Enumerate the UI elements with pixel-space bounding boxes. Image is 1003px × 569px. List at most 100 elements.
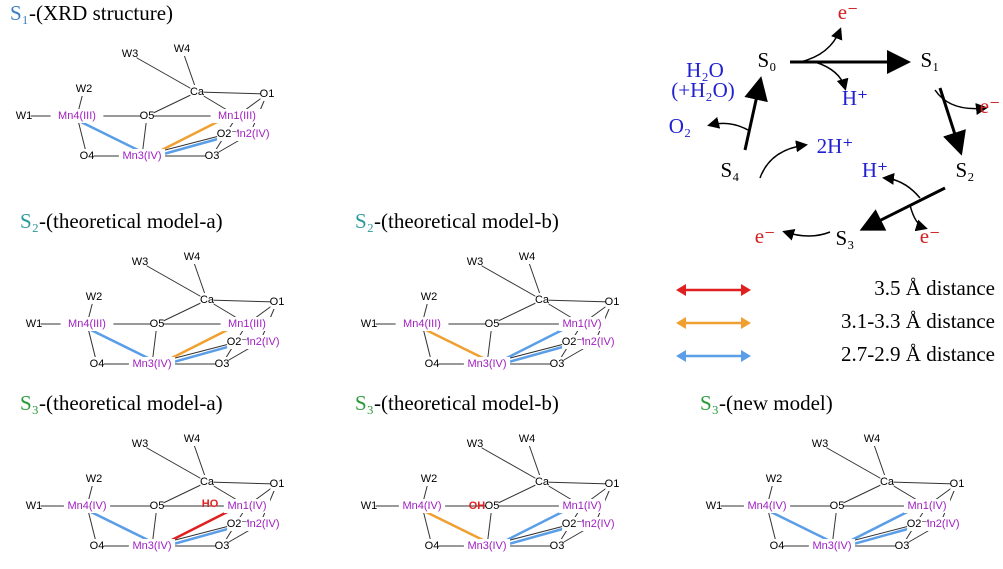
atom-label: W2 <box>76 83 93 95</box>
model-label: -(theoretical model-b) <box>374 391 559 415</box>
atom-label: O1 <box>270 296 285 308</box>
atom-label: Mn4(IV) <box>402 500 441 512</box>
atom-label: W1 <box>26 500 43 512</box>
atom-label: Mn1(IV) <box>562 500 601 512</box>
cycle-label: e⁻ <box>980 94 1000 118</box>
atom-label: Mn3(IV) <box>132 540 171 552</box>
atom-label: O1 <box>605 478 620 490</box>
atom-label: O2⁻ <box>227 518 248 530</box>
atom-label: Mn1(IV) <box>227 500 266 512</box>
bond <box>542 300 612 302</box>
atom-label: O1 <box>270 478 285 490</box>
atom-label: O2⁻ <box>562 518 583 530</box>
panel-title: S₂-(theoretical model-a) <box>20 209 223 233</box>
figure: S₁-(XRD structure) W1 W2 W3 W4 Mn4(III) Mn1(II… <box>0 0 1003 569</box>
state-label: S₃ <box>700 391 719 415</box>
atom-label: O2⁻ <box>562 336 583 348</box>
atom-label: W3 <box>132 438 149 450</box>
atom-label: W4 <box>184 433 201 445</box>
atom-label: Mn3(IV) <box>812 540 851 552</box>
atom-label: O5 <box>830 500 845 512</box>
cycle-state: S₀ <box>757 48 776 72</box>
atom-label: Mn1(IV) <box>562 318 601 330</box>
atom-label: O3 <box>215 358 230 370</box>
atom-label: W2 <box>86 473 103 485</box>
bond <box>820 444 887 482</box>
cycle-state: S₁ <box>920 48 939 72</box>
state-label: S₃ <box>20 391 39 415</box>
state-label: S₃ <box>355 391 374 415</box>
atom-label: W1 <box>361 318 378 330</box>
atom-label: O4 <box>425 540 440 552</box>
atom-label: Mn1(III) <box>228 318 266 330</box>
atom-label: Ca <box>200 294 215 306</box>
atom-label: W2 <box>766 473 783 485</box>
atom-label: O5 <box>485 318 500 330</box>
cycle-state: S₂ <box>955 158 974 182</box>
atom-label: O3 <box>205 150 220 162</box>
atom-label: Mn4(III) <box>403 318 441 330</box>
atom-label: O2⁻ <box>217 128 238 140</box>
legend-label: 3.1-3.3 Å distance <box>841 309 995 333</box>
cycle-state: S₄ <box>720 158 739 182</box>
atom-label: Ca <box>535 294 550 306</box>
atom-label: W4 <box>174 43 191 55</box>
bond <box>207 300 277 302</box>
cycle-label: H⁺ <box>862 158 888 182</box>
atom-label: O3 <box>215 540 230 552</box>
atom-label: W3 <box>812 438 829 450</box>
atom-label: Mn4(III) <box>58 110 96 122</box>
panel-title: S₂-(theoretical model-b) <box>355 209 559 233</box>
atom-label: O1 <box>605 296 620 308</box>
extra-label: HO <box>202 498 219 510</box>
panel-title: S₃-(new model) <box>700 391 833 415</box>
atom-label: Ca <box>200 476 215 488</box>
atom-label: O4 <box>425 358 440 370</box>
state-label: S₁ <box>10 1 29 25</box>
atom-label: O2⁻ <box>227 336 248 348</box>
atom-label: Mn4(IV) <box>67 500 106 512</box>
atom-label: O3 <box>550 358 565 370</box>
atom-label: W4 <box>184 251 201 263</box>
atom-label: W1 <box>706 500 723 512</box>
atom-label: W3 <box>467 438 484 450</box>
atom-label: Mn3(IV) <box>122 150 161 162</box>
model-label: -(theoretical model-a) <box>39 209 223 233</box>
cycle-label: 2H⁺ <box>817 134 854 158</box>
cycle-state: S₃ <box>835 226 854 250</box>
cycle-label: (+H₂O) <box>671 78 734 102</box>
atom-label: W4 <box>519 251 536 263</box>
atom-label: O4 <box>80 150 95 162</box>
cycle-label: O₂ <box>669 114 692 138</box>
model-label: -(theoretical model-a) <box>39 391 223 415</box>
cycle-label: H⁺ <box>842 86 868 110</box>
atom-label: W3 <box>132 256 149 268</box>
atom-label: W2 <box>421 473 438 485</box>
cycle-label: e⁻ <box>920 224 940 248</box>
atom-label: O4 <box>90 540 105 552</box>
atom-label: O1 <box>950 478 965 490</box>
state-label: S₂ <box>20 209 39 233</box>
atom-label: O5 <box>150 500 165 512</box>
state-label: S₂ <box>355 209 374 233</box>
atom-label: O5 <box>485 500 500 512</box>
distance-line <box>77 120 142 152</box>
atom-label: W1 <box>26 318 43 330</box>
atom-label: W3 <box>122 48 139 60</box>
legend-label: 3.5 Å distance <box>874 276 995 300</box>
atom-label: W1 <box>361 500 378 512</box>
panel-title: S₁-(XRD structure) <box>10 1 173 25</box>
distance-line <box>87 328 152 360</box>
extra-label: OH <box>469 500 486 512</box>
atom-label: W4 <box>519 433 536 445</box>
distance-line <box>767 510 832 542</box>
bond <box>207 482 277 484</box>
bond <box>140 262 207 300</box>
atom-label: Mn3(IV) <box>467 540 506 552</box>
cycle-label: e⁻ <box>755 224 775 248</box>
atom-label: O5 <box>140 110 155 122</box>
model-label: -(new model) <box>719 391 833 415</box>
atom-label: Mn3(IV) <box>132 358 171 370</box>
atom-label: Ca <box>880 476 895 488</box>
distance-line <box>422 328 487 360</box>
